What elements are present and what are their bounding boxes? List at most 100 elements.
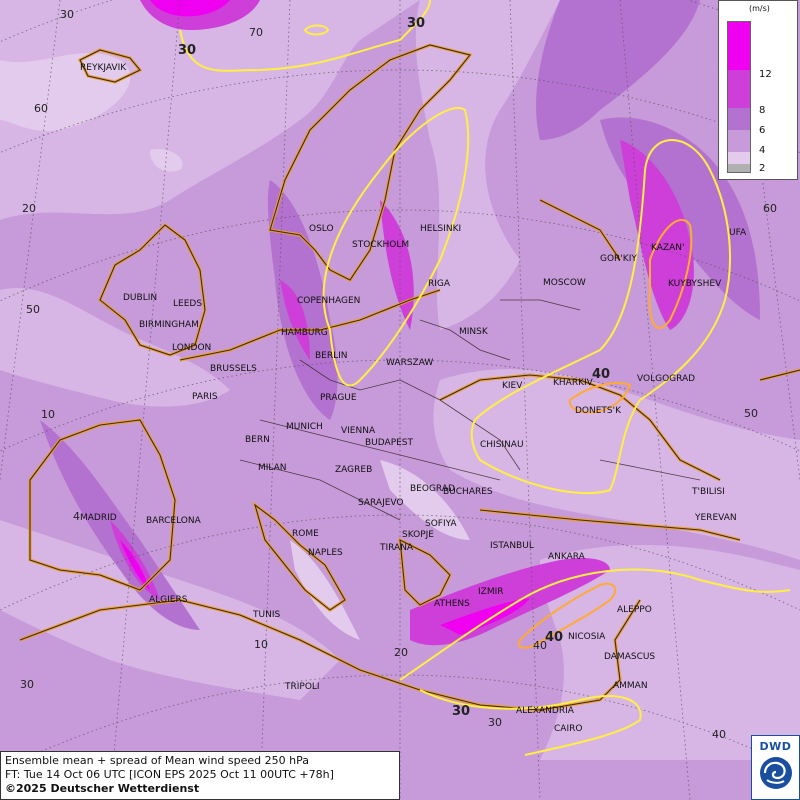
city-label: PRAGUE xyxy=(320,393,357,403)
city-label: DAMASCUS xyxy=(604,652,655,662)
city-label: COPENHAGEN xyxy=(297,296,360,306)
isotach-40-east xyxy=(648,218,693,329)
city-label: BERN xyxy=(245,435,270,445)
city-label: DONETS'K xyxy=(575,406,622,416)
city-label: BIRMINGHAM xyxy=(139,320,199,330)
lat-label: 50 xyxy=(744,407,758,420)
city-label: PARIS xyxy=(192,392,218,402)
city-label: KAZAN' xyxy=(651,243,684,253)
legend-band xyxy=(728,22,750,70)
logo-text: DWD xyxy=(759,740,792,753)
legend-band xyxy=(728,70,750,108)
city-label: SOFIYA xyxy=(425,519,457,529)
city-label: TUNIS xyxy=(252,610,280,620)
city-label: CHISINAU xyxy=(480,440,524,450)
lon-label: 10 xyxy=(254,638,268,651)
city-label: BEOGRAD xyxy=(410,484,455,494)
city-label: SARAJEVO xyxy=(358,498,404,508)
contour-label: 30 xyxy=(452,704,470,719)
city-label: AMMAN xyxy=(613,681,648,691)
color-legend: (m/s) 12 8 6 4 2 xyxy=(718,0,798,180)
city-labels: REYKJAVIK OSLO HELSINKI STOCKHOLM RIGA G… xyxy=(80,63,747,734)
isotach-30-south-b xyxy=(419,689,642,756)
city-label: MINSK xyxy=(459,327,489,337)
lon-label: 30 xyxy=(488,716,502,729)
city-label: LEEDS xyxy=(173,299,202,309)
city-label: KHARKIV xyxy=(553,378,594,388)
city-label: OSLO xyxy=(309,224,334,234)
city-label: ATHENS xyxy=(434,599,470,609)
city-label: REYKJAVIK xyxy=(80,63,127,73)
caption-copyright: ©2025 Deutscher Wetterdienst xyxy=(5,782,200,795)
city-label: CAIRO xyxy=(554,724,582,734)
city-label: NAPLES xyxy=(308,548,343,558)
city-label: KUYBYSHEV xyxy=(668,279,722,289)
isotach-30-north xyxy=(179,0,431,72)
lat-label: 60 xyxy=(763,202,777,215)
city-label: YEREVAN xyxy=(694,513,737,523)
legend-tick: 4 xyxy=(759,145,766,156)
city-label: MUNICH xyxy=(286,422,323,432)
city-label: STOCKHOLM xyxy=(352,240,409,250)
city-label: MADRID xyxy=(80,513,117,523)
legend-band xyxy=(728,164,750,172)
city-label: SKOPJE xyxy=(402,530,434,540)
city-label: MOSCOW xyxy=(543,278,586,288)
contour-label: 30 xyxy=(407,16,425,31)
contour-label: 30 xyxy=(178,43,196,58)
caption-forecast-time: FT: Tue 14 Oct 06 UTC [ICON EPS 2025 Oct… xyxy=(5,768,334,781)
city-label: TRIPOLI xyxy=(284,682,320,692)
lon-label: 4 xyxy=(73,510,80,523)
legend-band xyxy=(728,152,750,164)
city-label: MILAN xyxy=(258,463,287,473)
city-label: IZMIR xyxy=(478,587,504,597)
grid-labels: 70 60 60 50 50 40 30 30 20 10 4 10 20 30… xyxy=(20,8,777,741)
city-label: VIENNA xyxy=(341,426,376,436)
city-label: BARCELONA xyxy=(146,516,202,526)
isotach-30-south xyxy=(399,568,791,681)
isotach-40-mid xyxy=(568,382,632,414)
lat-label: 60 xyxy=(34,102,48,115)
city-label: ALEXANDRIA xyxy=(516,706,575,716)
lon-label: 30 xyxy=(60,8,74,21)
city-label: GOR'KIY xyxy=(600,254,637,264)
city-label: ANKARA xyxy=(548,552,586,562)
city-label: ISTANBUL xyxy=(490,541,534,551)
lat-label: 70 xyxy=(249,26,263,39)
city-label: ZAGREB xyxy=(335,465,372,475)
legend-band xyxy=(728,130,750,152)
city-label: ALGIERS xyxy=(149,595,188,605)
isotach-30-east xyxy=(470,139,731,495)
lon-label: 40 xyxy=(712,728,726,741)
isotach-30-small xyxy=(303,24,330,36)
dwd-swirl-icon xyxy=(760,757,792,789)
lon-label: 20 xyxy=(22,202,36,215)
city-label: NICOSIA xyxy=(568,632,606,642)
dwd-logo: DWD xyxy=(751,735,800,800)
city-label: ALEPPO xyxy=(617,605,652,615)
contour-label: 40 xyxy=(545,630,563,645)
city-label: LONDON xyxy=(172,343,211,353)
lat-label: 40 xyxy=(533,639,547,652)
legend-tick: 8 xyxy=(759,105,766,116)
map-caption: Ensemble mean + spread of Mean wind spee… xyxy=(0,751,400,800)
contour-labels: 30 30 40 40 30 xyxy=(178,16,610,719)
legend-tick: 2 xyxy=(759,163,766,174)
isotach-40-south xyxy=(517,582,617,649)
city-label: T'BILISI xyxy=(691,487,725,497)
city-label: UFA xyxy=(729,228,747,238)
lat-label: 50 xyxy=(26,303,40,316)
city-label: KIEV xyxy=(502,381,523,391)
city-label: BUCHARES xyxy=(443,487,493,497)
city-label: HAMBURG xyxy=(281,328,328,338)
city-label: ROME xyxy=(292,529,319,539)
legend-colorbar xyxy=(727,21,751,173)
city-label: DUBLIN xyxy=(123,293,157,303)
city-label: BUDAPEST xyxy=(365,438,414,448)
lon-label: 10 xyxy=(41,408,55,421)
legend-tick: 12 xyxy=(759,69,772,80)
city-label: VOLGOGRAD xyxy=(637,374,695,384)
spread-shading xyxy=(0,0,800,760)
contour-label: 40 xyxy=(592,367,610,382)
